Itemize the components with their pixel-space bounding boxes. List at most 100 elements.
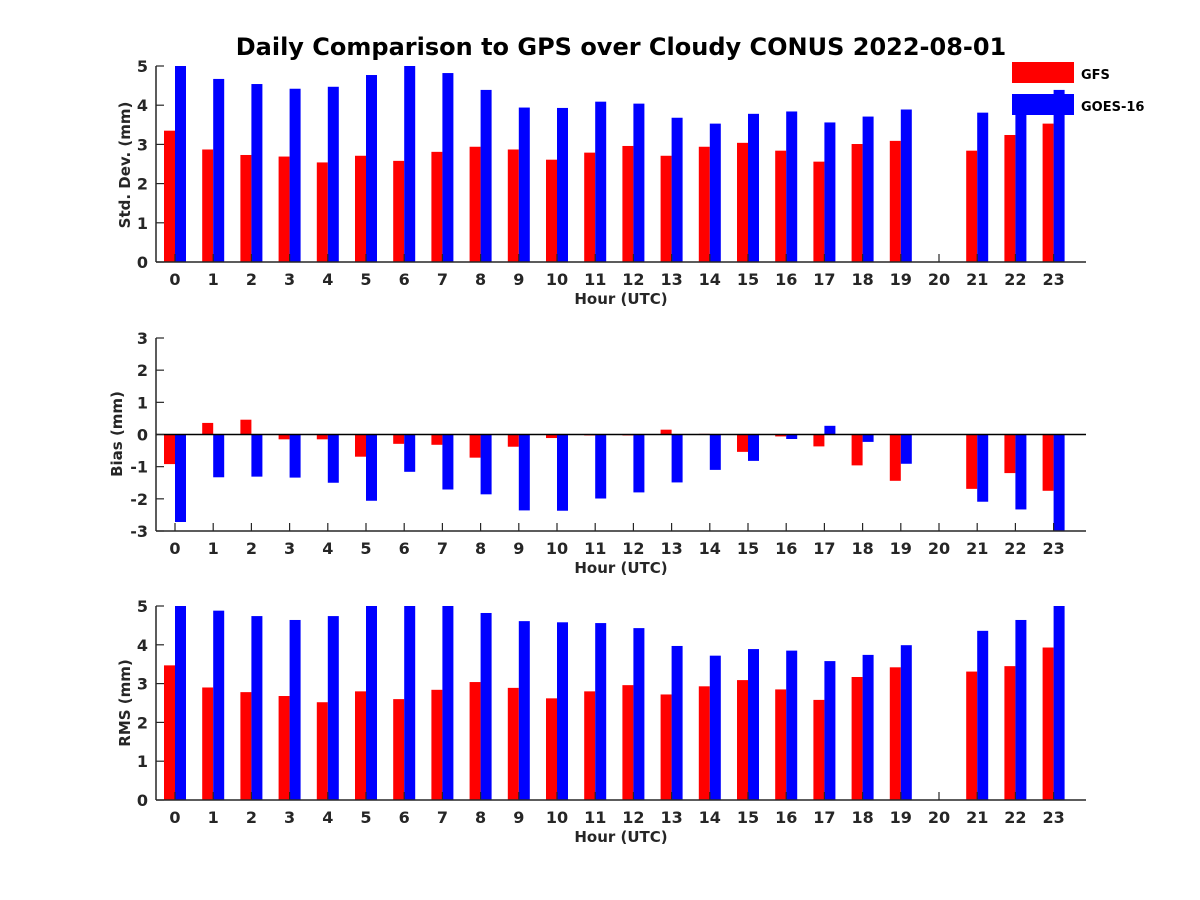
rms-bar-gfs-4 xyxy=(316,702,328,800)
bias-bar-goes16-2 xyxy=(251,434,263,477)
stddev-bar-goes16-17 xyxy=(824,122,836,262)
bias-bar-gfs-8 xyxy=(469,434,481,458)
stddev-bars xyxy=(164,66,1065,263)
bias-y-axis-label: Bias (mm) xyxy=(108,391,126,477)
rms-x-tick-label: 23 xyxy=(1042,808,1064,827)
bias-x-tick-label: 12 xyxy=(622,539,644,558)
stddev-bar-gfs-5 xyxy=(355,155,366,262)
stddev-y-tick-label: 2 xyxy=(137,175,148,194)
stddev-x-tick-label: 3 xyxy=(284,270,295,289)
bias-x-tick-label: 8 xyxy=(475,539,486,558)
bias-x-tick-label: 1 xyxy=(208,539,219,558)
rms-bar-gfs-10 xyxy=(546,698,557,800)
stddev-bar-goes16-14 xyxy=(709,123,721,263)
bias-bar-gfs-7 xyxy=(431,434,443,445)
bias-bar-goes16-22 xyxy=(1015,434,1027,510)
stddev-bar-goes16-19 xyxy=(900,109,912,263)
stddev-bar-gfs-19 xyxy=(889,140,901,262)
rms-bar-gfs-14 xyxy=(698,686,710,800)
stddev-x-tick-label: 18 xyxy=(851,270,873,289)
stddev-bar-goes16-4 xyxy=(327,86,339,262)
bias-bar-goes16-10 xyxy=(557,434,568,511)
stddev-bar-gfs-2 xyxy=(240,154,252,262)
bias-bar-gfs-5 xyxy=(355,434,366,457)
stddev-x-tick-label: 23 xyxy=(1042,270,1064,289)
legend: GFS GOES-16 xyxy=(1012,62,1144,115)
stddev-bar-gfs-10 xyxy=(546,159,557,262)
stddev-y-tick-label: 0 xyxy=(137,253,148,272)
stddev-bar-gfs-15 xyxy=(737,142,748,262)
rms-bar-gfs-18 xyxy=(851,677,863,800)
stddev-y-tick-label: 5 xyxy=(137,57,148,76)
bias-bar-goes16-21 xyxy=(977,434,989,502)
stddev-x-tick-label: 13 xyxy=(660,270,682,289)
bias-bar-gfs-6 xyxy=(393,434,405,444)
rms-bar-gfs-8 xyxy=(469,682,481,800)
rms-bar-goes16-13 xyxy=(671,645,683,800)
stddev-bar-goes16-15 xyxy=(748,113,759,262)
bias-bar-goes16-14 xyxy=(709,434,721,470)
rms-x-tick-label: 6 xyxy=(399,808,410,827)
stddev-bar-goes16-16 xyxy=(786,111,798,262)
rms-bar-goes16-15 xyxy=(748,649,759,800)
bias-x-tick-label: 3 xyxy=(284,539,295,558)
rms-bar-gfs-15 xyxy=(737,680,748,800)
stddev-bar-goes16-1 xyxy=(213,78,225,262)
rms-bar-goes16-1 xyxy=(213,610,225,800)
rms-x-tick-label: 11 xyxy=(584,808,606,827)
rms-x-tick-label: 0 xyxy=(169,808,180,827)
rms-x-tick-label: 7 xyxy=(437,808,448,827)
stddev-x-tick-label: 12 xyxy=(622,270,644,289)
stddev-bar-gfs-13 xyxy=(660,155,672,262)
stddev-bar-goes16-12 xyxy=(633,103,645,263)
bias-bar-goes16-6 xyxy=(404,434,416,472)
rms-bar-goes16-23 xyxy=(1053,606,1065,800)
rms-bar-gfs-3 xyxy=(278,696,290,800)
stddev-x-tick-label: 5 xyxy=(360,270,371,289)
bias-x-tick-label: 14 xyxy=(699,539,721,558)
rms-x-axis-label: Hour (UTC) xyxy=(574,828,667,846)
rms-x-tick-label: 12 xyxy=(622,808,644,827)
bias-x-tick-label: 13 xyxy=(660,539,682,558)
stddev-bar-gfs-22 xyxy=(1004,134,1016,262)
bias-bar-goes16-11 xyxy=(595,434,607,499)
rms-x-tick-label: 18 xyxy=(851,808,873,827)
stddev-x-tick-label: 7 xyxy=(437,270,448,289)
rms-bar-gfs-16 xyxy=(775,689,787,800)
rms-bar-gfs-6 xyxy=(393,699,405,800)
rms-x-tick-label: 10 xyxy=(546,808,568,827)
bias-bar-goes16-12 xyxy=(633,434,645,493)
bias-bar-gfs-21 xyxy=(966,434,978,489)
bias-bars xyxy=(164,419,1065,531)
bias-bar-goes16-16 xyxy=(786,434,798,440)
stddev-bar-goes16-8 xyxy=(480,89,492,262)
bias-bar-goes16-8 xyxy=(480,434,492,495)
rms-x-tick-label: 21 xyxy=(966,808,988,827)
rms-x-tick-label: 1 xyxy=(208,808,219,827)
stddev-x-axis-label: Hour (UTC) xyxy=(574,290,667,308)
stddev-y-tick-label: 3 xyxy=(137,135,148,154)
bias-x-axis-label: Hour (UTC) xyxy=(574,559,667,577)
bias-bar-gfs-13 xyxy=(660,429,672,435)
stddev-bar-goes16-6 xyxy=(404,66,416,262)
rms-bar-gfs-11 xyxy=(584,691,596,800)
rms-bar-gfs-2 xyxy=(240,692,252,800)
rms-bar-goes16-8 xyxy=(480,612,492,800)
rms-x-tick-label: 5 xyxy=(360,808,371,827)
stddev-x-tick-label: 16 xyxy=(775,270,797,289)
bias-bar-gfs-17 xyxy=(813,434,825,447)
bias-x-tick-label: 4 xyxy=(322,539,333,558)
stddev-bar-gfs-1 xyxy=(202,149,214,262)
rms-bar-goes16-10 xyxy=(557,622,568,800)
rms-y-tick-label: 4 xyxy=(137,636,148,655)
bias-bar-goes16-3 xyxy=(289,434,301,478)
stddev-x-tick-label: 2 xyxy=(246,270,257,289)
rms-bar-gfs-9 xyxy=(507,687,519,800)
rms-x-tick-label: 16 xyxy=(775,808,797,827)
bias-x-tick-label: 2 xyxy=(246,539,257,558)
stddev-x-tick-label: 15 xyxy=(737,270,759,289)
bias-y-tick-label: 2 xyxy=(137,361,148,380)
bias-y-tick-label: 0 xyxy=(137,426,148,445)
